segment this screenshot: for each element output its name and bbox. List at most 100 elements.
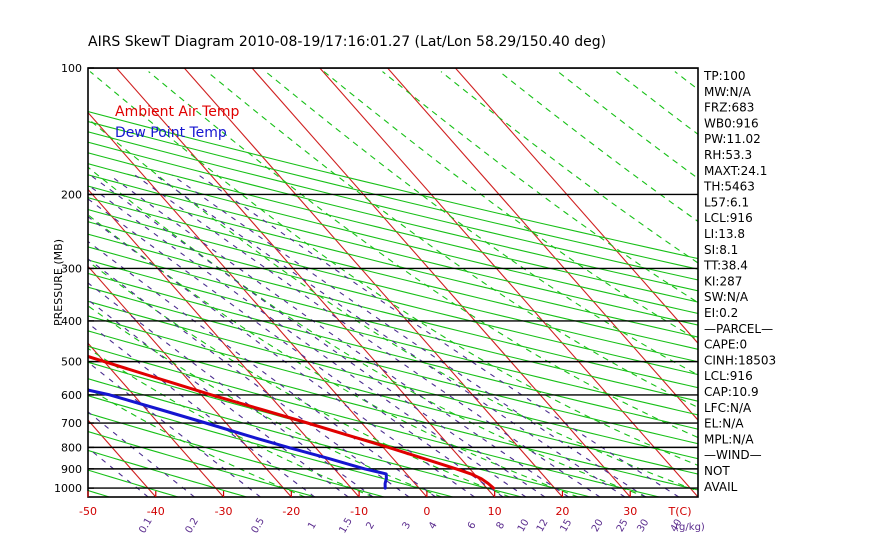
mixing-ratio-tick-label: 4 <box>427 520 440 531</box>
dry-adiabat-line <box>88 449 247 497</box>
moist-adiabat-line <box>265 71 698 376</box>
parameter-item: LCL:916 <box>704 211 753 225</box>
pressure-tick-label: 500 <box>61 356 82 369</box>
isotherm-line <box>88 265 292 497</box>
mixing-ratio-line <box>88 198 504 497</box>
isotherm-line <box>88 419 157 497</box>
bottom-temp-tick-label: -30 <box>215 505 233 518</box>
pressure-tick-label: 400 <box>61 315 82 328</box>
pressure-tick-label: 1000 <box>54 482 82 495</box>
moist-adiabat-line <box>440 71 698 264</box>
moist-adiabat-line <box>88 166 647 497</box>
dry-adiabat-line <box>88 246 698 402</box>
moist-adiabat-line <box>88 260 511 497</box>
dry-adiabat-line <box>88 185 698 338</box>
isotherm-line <box>319 68 698 497</box>
legend-dew-point-temp: Dew Point Temp <box>115 125 227 141</box>
moist-adiabat-line <box>88 305 442 497</box>
parameter-item: FRZ:683 <box>704 101 754 115</box>
mixing-ratio-tick-label: 3 <box>401 520 414 531</box>
temperature-profiles <box>88 354 496 490</box>
mixing-ratio-line <box>88 184 527 497</box>
dry-adiabat-line <box>88 300 698 460</box>
isotherm-line <box>387 68 698 421</box>
dry-adiabat-line <box>88 197 698 350</box>
axis-labels: 1002003004005006007008009001000PRESSURE … <box>52 62 705 535</box>
parameter-item: —PARCEL— <box>704 322 773 336</box>
dry-adiabat-line <box>88 120 698 270</box>
parameter-item: SW:N/A <box>704 290 749 304</box>
mixing-ratio-axis-title: (g/kg) <box>675 522 705 533</box>
dry-adiabat-line <box>88 272 698 430</box>
mixing-ratio-line <box>90 174 546 497</box>
parameter-item: TH:5463 <box>703 180 755 194</box>
moist-adiabat-line <box>148 71 698 439</box>
isotherm-line <box>251 68 631 497</box>
bottom-temp-tick-label: -20 <box>282 505 300 518</box>
dry-adiabat-line <box>88 259 698 416</box>
pressure-tick-label: 300 <box>61 262 82 275</box>
parameter-item: —WIND— <box>704 448 762 462</box>
plot-border <box>87 67 699 498</box>
dry-adiabat-line <box>88 412 385 497</box>
isotherm-line <box>116 68 496 497</box>
parameter-item: PW:11.02 <box>704 132 761 146</box>
parameter-item: MW:N/A <box>704 85 752 99</box>
page-title: AIRS SkewT Diagram 2010-08-19/17:16:01.2… <box>88 34 606 50</box>
mixing-ratio-line <box>198 174 680 497</box>
dry-adiabat-line <box>88 395 454 497</box>
parameter-item: MAXT:24.1 <box>704 164 767 178</box>
dry-adiabat-line <box>88 131 698 281</box>
dry-adiabat-line <box>88 430 316 497</box>
mixing-ratio-line <box>88 240 436 497</box>
pressure-tick-label: 100 <box>61 62 82 75</box>
dry-adiabat-line <box>88 233 698 389</box>
mixing-ratio-tick-label: 1 <box>306 520 319 531</box>
isotherm-line <box>454 68 698 345</box>
plot-frame <box>87 67 699 498</box>
bottom-temp-tick-label: 20 <box>555 505 569 518</box>
parameter-item: CAP:10.9 <box>704 385 759 399</box>
dry-adiabat-line <box>88 315 698 475</box>
parameter-item: CAPE:0 <box>704 338 747 352</box>
bottom-temp-tick-label: 0 <box>423 505 430 518</box>
mixing-ratio-line <box>88 361 261 497</box>
parameter-item: TT:38.4 <box>703 259 748 273</box>
parameter-item: CINH:18503 <box>704 353 776 367</box>
pressure-tick-label: 700 <box>61 417 82 430</box>
parameter-item: SI:8.1 <box>704 243 738 257</box>
dry-adiabat-line <box>88 209 698 363</box>
dry-adiabat-line <box>88 152 698 303</box>
parameter-item: L57:6.1 <box>704 195 749 209</box>
parameter-item: LCL:916 <box>704 369 753 383</box>
bottom-temp-tick-label: -50 <box>79 505 97 518</box>
mixing-ratio-line <box>171 174 646 497</box>
parameter-item: MPL:N/A <box>704 432 754 446</box>
dry-adiabat-line <box>88 330 698 491</box>
parameter-item: RH:53.3 <box>704 148 752 162</box>
bottom-temp-tick-label: -10 <box>350 505 368 518</box>
mixing-ratio-tick-label: 6 <box>466 520 479 531</box>
parameter-item: EI:0.2 <box>704 306 738 320</box>
moist-adiabat-line <box>89 71 698 466</box>
dry-adiabat-line <box>88 378 522 497</box>
dry-adiabat-line <box>88 221 698 376</box>
bottom-temp-tick-label: 30 <box>623 505 637 518</box>
mixing-ratio-line <box>155 174 626 497</box>
dry-adiabat-line <box>88 110 698 260</box>
grid-layer <box>88 68 698 497</box>
profile-curve-ambient-air-temp <box>88 354 496 490</box>
mixing-ratio-line <box>88 299 349 497</box>
bottom-temp-tick-label: 10 <box>488 505 502 518</box>
parameter-item: AVAIL <box>704 480 738 494</box>
legend-ambient-air-temp: Ambient Air Temp <box>115 104 240 120</box>
dry-adiabat-line <box>88 361 591 497</box>
parameter-item: NOT <box>704 464 730 478</box>
dry-adiabat-line <box>88 163 698 315</box>
mixing-ratio-line <box>134 174 601 497</box>
parameter-item: WB0:916 <box>704 116 759 130</box>
profile-curve-dew-point-temp <box>88 388 388 490</box>
y-axis-title: PRESSURE (MB) <box>52 239 65 326</box>
